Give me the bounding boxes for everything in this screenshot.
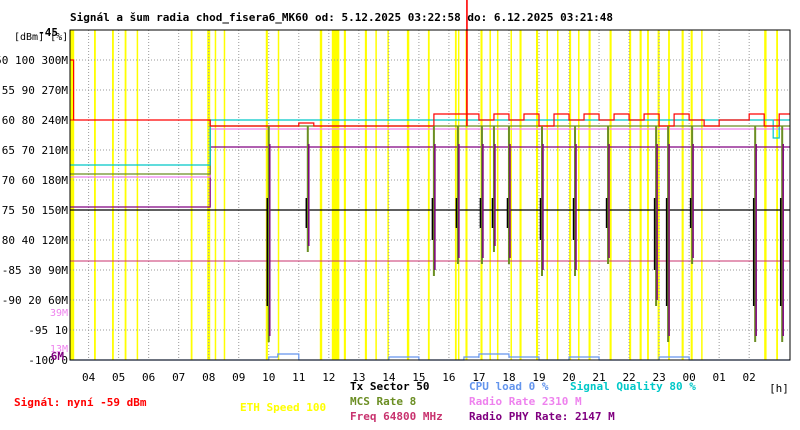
x-tick-label: 15 [412,371,425,384]
plot-frame [69,29,791,361]
y-tick-label: -100 0 [28,354,68,367]
highlight-band [519,30,522,360]
highlight-band [465,30,468,360]
y-tick-label: -50 100 300M [0,54,68,67]
legend-signal-quality: Signal Quality 80 % [570,380,696,393]
highlight-band [406,30,410,360]
x-tick-label: 13 [352,371,365,384]
y-tick-label-rate: 13M [50,344,68,355]
highlight-band [776,30,778,360]
legend-freq: Freq 64800 MHz [350,410,443,423]
x-tick-label: 19 [532,371,545,384]
highlight-band [588,30,591,360]
y-tick-label-rate: 39M [50,308,68,319]
highlight-band [701,30,703,360]
highlight-band [94,30,96,360]
legend-mcs-rate: MCS Rate 8 [350,395,416,408]
x-unit: [h] [769,382,789,395]
legend-tx-sector: Tx Sector 50 [350,380,429,393]
y-tick-top: -45 [38,26,58,39]
highlight-band [496,30,499,360]
y-tick-label-rate: 6M [51,350,65,363]
x-tick-label: 23 [652,371,665,384]
highlight-band [454,30,457,360]
x-tick-label: 21 [592,371,605,384]
highlight-band [214,30,217,360]
highlight-band [578,30,580,360]
highlight-band [647,30,649,360]
series-line [70,59,790,127]
y-tick-label: -70 60 180M [0,174,68,187]
x-tick-label: 07 [172,371,185,384]
x-tick-label: 01 [713,371,726,384]
x-tick-label: 10 [262,371,275,384]
x-tick-label: 17 [472,371,485,384]
x-tick-label: 16 [442,371,455,384]
highlight-band [569,30,572,360]
y-tick-label: -75 50 150M [0,204,68,217]
highlight-band [319,30,323,360]
legend-signal: Signál: nyní -59 dBm [14,396,147,409]
x-tick-label: 00 [682,371,695,384]
series-line [70,146,790,208]
highlight-band [427,30,430,360]
x-tick-label: 08 [202,371,215,384]
x-tick-label: 04 [82,371,96,384]
x-tick-label: 18 [502,371,515,384]
highlight-band [510,30,512,360]
highlight-band [265,30,268,360]
y-tick-label: -60 80 240M [0,114,68,127]
highlight-band [639,30,642,360]
highlight-band [331,30,340,360]
highlight-band [375,30,377,360]
x-tick-label: 20 [562,371,575,384]
y-tick-label: -95 10 [28,324,68,337]
legend-radio-phy: Radio PHY Rate: 2147 M [469,410,615,423]
legend-eth-speed: ETH Speed 100 [240,401,326,414]
highlight-band [277,30,280,360]
legend-radio-rate: Radio Rate 2310 M [469,395,582,408]
x-tick-label: 05 [112,371,125,384]
x-tick-label: 09 [232,371,245,384]
x-tick-label: 11 [292,371,305,384]
legend-cpu-load: CPU load 0 % [469,380,549,393]
highlight-band [489,30,491,360]
x-tick-label: 02 [743,371,756,384]
highlight-band [190,30,193,360]
x-tick-label: 14 [382,371,396,384]
highlight-band [681,30,684,360]
x-tick-label: 12 [322,371,335,384]
highlight-band [70,30,75,360]
y-tick-label: -80 40 120M [0,234,68,247]
highlight-band [557,30,559,360]
highlight-band [535,30,539,360]
highlight-band [609,30,612,360]
chart-title: Signál a šum radia chod_fisera6_MK60 od:… [70,11,614,24]
highlight-band [136,30,139,360]
y-tick-label: -55 90 270M [0,84,68,97]
highlight-band [546,30,548,360]
y-unit-header: [dBm] [%] [14,32,68,43]
highlight-band [124,30,127,360]
series-line [70,128,790,178]
series-line [70,353,790,361]
y-tick-label: -65 70 210M [0,144,68,157]
highlight-band [387,30,389,360]
highlight-band [223,30,226,360]
x-tick-label: 06 [142,371,155,384]
highlight-band [764,30,767,360]
y-tick-label: -90 20 60M [2,294,69,307]
plot-background [70,30,790,360]
x-tick-label: 22 [622,371,635,384]
highlight-band [343,30,346,360]
highlight-band [364,30,367,360]
y-tick-label: -85 30 90M [2,264,69,277]
highlight-band [629,30,632,360]
highlight-band [112,30,114,360]
